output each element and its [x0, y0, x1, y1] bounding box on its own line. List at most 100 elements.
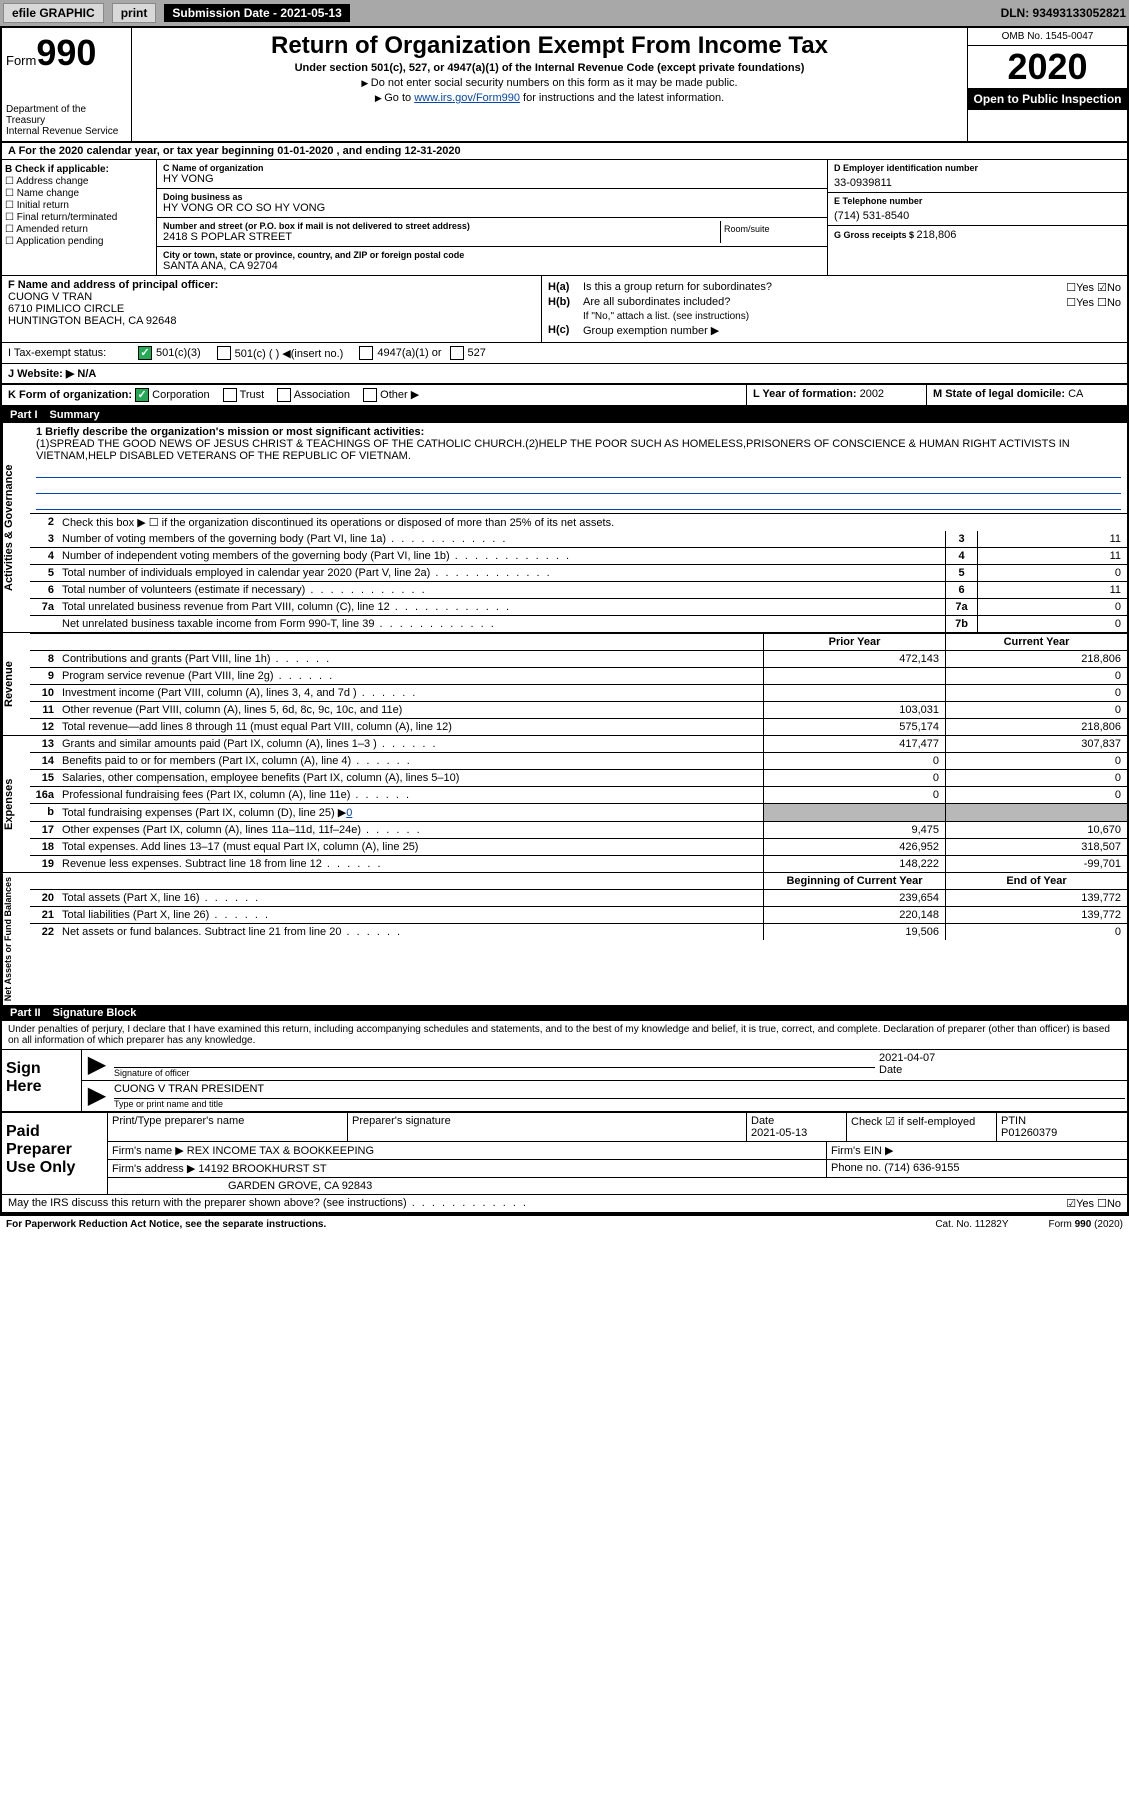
period-row: A For the 2020 calendar year, or tax yea…: [2, 143, 1127, 160]
cy9: 0: [945, 668, 1127, 684]
print-button[interactable]: print: [112, 3, 157, 23]
firm-phone: (714) 636-9155: [884, 1162, 959, 1174]
mission-text: (1)SPREAD THE GOOD NEWS OF JESUS CHRIST …: [36, 438, 1121, 462]
city-lbl: City or town, state or province, country…: [163, 250, 821, 260]
vrot-exp: Expenses: [2, 736, 30, 872]
arrow-icon: ▶: [82, 1081, 112, 1111]
firm-phone-lbl: Phone no.: [831, 1162, 881, 1174]
hc-lbl: H(c): [548, 324, 583, 337]
firm-addr-lbl: Firm's address ▶: [112, 1163, 195, 1175]
dba: HY VONG OR CO SO HY VONG: [163, 202, 821, 214]
cy22: 0: [945, 924, 1127, 940]
form-subtitle: Under section 501(c), 527, or 4947(a)(1)…: [136, 62, 963, 74]
tel: (714) 531-8540: [834, 210, 1121, 222]
p3: 2021-05-13: [751, 1127, 842, 1139]
l2: Check this box ▶ ☐ if the organization d…: [58, 514, 1127, 531]
p1-lbl: Print/Type preparer's name: [112, 1115, 343, 1127]
irs-link[interactable]: www.irs.gov/Form990: [414, 92, 520, 104]
sig-date: 2021-04-07: [879, 1052, 1125, 1064]
activities-section: Activities & Governance 1 Briefly descri…: [2, 423, 1127, 632]
revenue-section: Revenue Prior YearCurrent Year 8Contribu…: [2, 632, 1127, 735]
l18: Total expenses. Add lines 13–17 (must eq…: [58, 839, 763, 855]
l16a: Professional fundraising fees (Part IX, …: [58, 787, 763, 803]
ck-4947: [359, 346, 373, 360]
firm-name-lbl: Firm's name ▶: [112, 1145, 184, 1157]
officer-lbl: F Name and address of principal officer:: [8, 279, 535, 291]
footer-r: Form 990 (2020): [1049, 1219, 1123, 1230]
dln: DLN: 93493133052821: [1001, 6, 1126, 20]
l22: Net assets or fund balances. Subtract li…: [58, 924, 763, 940]
check-name: ☐ Name change: [5, 188, 153, 199]
sig-intro: Under penalties of perjury, I declare th…: [2, 1021, 1127, 1049]
py9: [763, 668, 945, 684]
cy12: 218,806: [945, 719, 1127, 735]
korg-lbl: K Form of organization:: [8, 389, 132, 401]
check-amended: ☐ Amended return: [5, 224, 153, 235]
check-final: ☐ Final return/terminated: [5, 212, 153, 223]
gross-lbl: G Gross receipts $: [834, 230, 917, 240]
paid-preparer: Paid Preparer Use Only Print/Type prepar…: [2, 1111, 1127, 1194]
l14: Benefits paid to or for members (Part IX…: [58, 753, 763, 769]
cy14: 0: [945, 753, 1127, 769]
st: CA: [1068, 388, 1083, 400]
footer-m: Cat. No. 11282Y: [935, 1219, 1008, 1230]
date-lbl: Date: [879, 1064, 1125, 1076]
v7a: 0: [977, 599, 1127, 615]
boy-hdr: Beginning of Current Year: [763, 873, 945, 889]
arrow-icon: ▶: [82, 1050, 112, 1080]
name-col: C Name of organization HY VONG Doing bus…: [157, 160, 827, 275]
officer-name: CUONG V TRAN: [8, 291, 535, 303]
l3: Number of voting members of the governin…: [58, 531, 945, 547]
py-hdr: Prior Year: [763, 634, 945, 650]
form-title: Return of Organization Exempt From Incom…: [136, 32, 963, 60]
py10: [763, 685, 945, 701]
org-name-lbl: C Name of organization: [163, 163, 821, 173]
cy10: 0: [945, 685, 1127, 701]
cy20: 139,772: [945, 890, 1127, 906]
hb-note: If "No," attach a list. (see instruction…: [583, 311, 1121, 322]
form-label: Form: [6, 53, 36, 68]
hb-txt: Are all subordinates included?: [583, 296, 730, 309]
l7a: Total unrelated business revenue from Pa…: [58, 599, 945, 615]
part1-num: Part I: [10, 409, 38, 421]
check-hdr: B Check if applicable:: [5, 164, 153, 175]
l20: Total assets (Part X, line 16): [58, 890, 763, 906]
top-bar: efile GRAPHIC print Submission Date - 20…: [0, 0, 1129, 26]
ha-txt: Is this a group return for subordinates?: [583, 281, 772, 294]
l8: Contributions and grants (Part VIII, lin…: [58, 651, 763, 667]
form-990: 990: [36, 32, 96, 73]
v5: 0: [977, 565, 1127, 581]
py14: 0: [763, 753, 945, 769]
form-number-block: Form990 Department of the Treasury Inter…: [2, 28, 132, 141]
cy18: 318,507: [945, 839, 1127, 855]
efile-button[interactable]: efile GRAPHIC: [3, 3, 104, 23]
cy19: -99,701: [945, 856, 1127, 872]
check-col: B Check if applicable: ☐ Address change …: [2, 160, 157, 275]
open-inspection: Open to Public Inspection: [968, 88, 1127, 110]
l17: Other expenses (Part IX, column (A), lin…: [58, 822, 763, 838]
cy8: 218,806: [945, 651, 1127, 667]
name-lbl: Type or print name and title: [114, 1099, 1125, 1109]
eoy-hdr: End of Year: [945, 873, 1127, 889]
part2-hdr: Part II Signature Block: [2, 1005, 1127, 1021]
website-val: N/A: [77, 368, 96, 380]
cy16a: 0: [945, 787, 1127, 803]
check-pending: ☐ Application pending: [5, 236, 153, 247]
py11: 103,031: [763, 702, 945, 718]
footer: For Paperwork Reduction Act Notice, see …: [0, 1216, 1129, 1233]
status-lbl: I Tax-exempt status:: [8, 347, 138, 359]
sign-here: Sign Here: [2, 1050, 82, 1111]
room-lbl: Room/suite: [721, 221, 821, 243]
part1-title: Summary: [50, 409, 100, 421]
l7b: Net unrelated business taxable income fr…: [58, 616, 945, 632]
officer-addr1: 6710 PIMLICO CIRCLE: [8, 303, 535, 315]
org-name: HY VONG: [163, 173, 821, 185]
cy21: 139,772: [945, 907, 1127, 923]
l16b-link[interactable]: 0: [346, 807, 352, 819]
sign-here-row: Sign Here ▶ Signature of officer 2021-04…: [2, 1049, 1127, 1111]
py21: 220,148: [763, 907, 945, 923]
ck-501c: [217, 346, 231, 360]
py13: 417,477: [763, 736, 945, 752]
firm-ein-lbl: Firm's EIN ▶: [831, 1145, 894, 1157]
st-lbl: M State of legal domicile:: [933, 388, 1065, 400]
